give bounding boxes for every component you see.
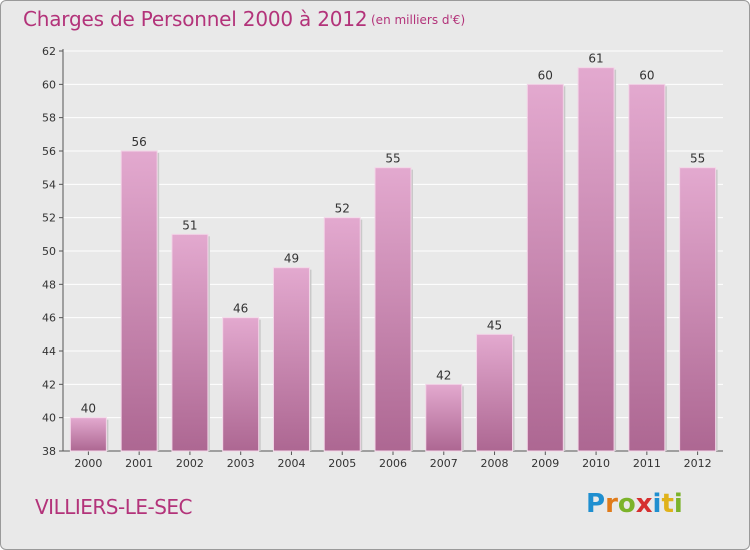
y-tick-label: 44 [42, 345, 56, 358]
data-label: 42 [436, 368, 451, 382]
data-label: 60 [639, 68, 654, 82]
bars [69, 67, 718, 452]
chart-subtitle: (en milliers d'€) [371, 13, 466, 27]
y-tick-label: 50 [42, 245, 56, 258]
bar [425, 383, 463, 452]
x-tick-label: 2012 [684, 457, 712, 470]
y-tick-label: 48 [42, 278, 56, 291]
x-tick-label: 2008 [481, 457, 509, 470]
x-tick-label: 2006 [379, 457, 407, 470]
y-tick-label: 54 [42, 178, 56, 191]
x-tick-label: 2000 [74, 457, 102, 470]
y-tick-label: 52 [42, 212, 56, 225]
y-tick-label: 42 [42, 378, 56, 391]
bar [323, 217, 361, 452]
x-tick-label: 2002 [176, 457, 204, 470]
x-tick-label: 2003 [227, 457, 255, 470]
logo-letter: t [661, 489, 674, 519]
x-tick-label: 2004 [277, 457, 305, 470]
logo-letter: P [586, 489, 606, 519]
data-label: 46 [233, 302, 248, 316]
y-tick-label: 60 [42, 78, 56, 91]
data-label: 55 [385, 152, 400, 166]
y-tick-label: 56 [42, 145, 56, 158]
y-tick-label: 38 [42, 445, 56, 458]
y-tick-label: 58 [42, 112, 56, 125]
bar [222, 317, 260, 452]
labels: 38 40 42 44 46 48 50 52 54 56 58 60 62 40 2000 56 2001 51… [42, 45, 712, 470]
bar [628, 83, 666, 452]
y-tick-label: 62 [42, 45, 56, 58]
data-label: 49 [284, 252, 299, 266]
logo-letter: i [652, 489, 662, 519]
x-tick-label: 2001 [125, 457, 153, 470]
y-tick-label: 46 [42, 312, 56, 325]
bar [272, 267, 310, 452]
bar [69, 417, 107, 452]
x-tick-label: 2011 [633, 457, 661, 470]
data-label: 60 [538, 68, 553, 82]
x-tick-label: 2010 [582, 457, 610, 470]
bar [577, 67, 615, 452]
logo-letter: o [617, 489, 636, 519]
commune-name: VILLIERS-LE-SEC [35, 495, 193, 519]
bar [120, 150, 158, 452]
data-label: 45 [487, 318, 502, 332]
proxiti-logo[interactable]: Proxiti [586, 489, 683, 519]
bar [476, 333, 514, 452]
logo-letter: r [605, 489, 618, 519]
data-label: 52 [335, 202, 350, 216]
bar [171, 233, 209, 452]
x-tick-label: 2009 [531, 457, 559, 470]
x-tick-label: 2007 [430, 457, 458, 470]
chart-title: Charges de Personnel 2000 à 2012 [23, 7, 368, 31]
bar [374, 167, 412, 452]
x-tick-label: 2005 [328, 457, 356, 470]
logo-letter: x [635, 489, 653, 519]
logo-letter: i [673, 489, 683, 519]
data-label: 61 [588, 52, 603, 66]
data-label: 40 [81, 402, 96, 416]
bar [679, 167, 717, 452]
y-tick-label: 40 [42, 412, 56, 425]
bar [526, 83, 564, 452]
data-label: 55 [690, 152, 705, 166]
data-label: 56 [132, 135, 147, 149]
data-label: 51 [182, 218, 197, 232]
